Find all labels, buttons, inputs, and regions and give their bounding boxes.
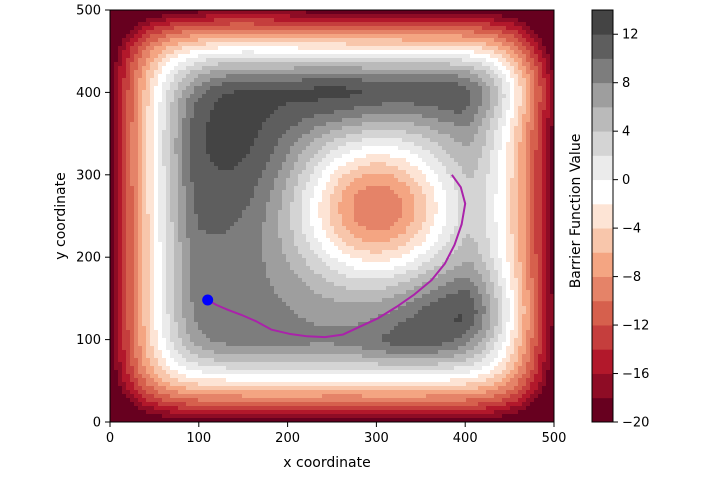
colorbar-label: Barrier Function Value [568,134,584,289]
y-tick-label: 100 [76,333,101,348]
colorbar-band [592,204,613,229]
contour-fill [110,10,555,423]
y-tick-label: 300 [76,168,101,183]
colorbar-tick-label: 0 [622,173,630,188]
colorbar-band [592,180,613,205]
colorbar-band [592,107,613,132]
x-tick-label: 0 [106,431,114,446]
colorbar-tick-label: −12 [622,319,649,334]
x-tick-label: 100 [186,431,211,446]
colorbar-tick-label: 8 [622,76,630,91]
colorbar-band [592,301,613,326]
colorbar-tick-label: −16 [622,367,649,382]
y-tick-label: 500 [76,4,101,19]
colorbar-band [592,277,613,302]
y-tick-label: 200 [76,251,101,266]
x-tick-label: 400 [453,431,478,446]
colorbar-band [592,131,613,156]
colorbar-band [592,398,613,423]
colorbar-band [592,155,613,180]
y-tick-label: 400 [76,86,101,101]
colorbar-tick-label: −20 [622,416,649,431]
colorbar-band [592,325,613,350]
colorbar-band [592,83,613,108]
colorbar-band [592,10,613,35]
x-tick-label: 500 [542,431,567,446]
colorbar-band [592,228,613,253]
x-tick-label: 300 [364,431,389,446]
colorbar-band [592,34,613,59]
colorbar-tick-label: −4 [622,222,641,237]
colorbar-band [592,58,613,83]
x-axis-label: x coordinate [283,455,370,471]
y-tick-label: 0 [93,416,101,431]
colorbar-band [592,349,613,374]
colorbar-tick-label: −8 [622,270,641,285]
x-tick-label: 200 [275,431,300,446]
start-point-marker [202,295,213,306]
colorbar-band [592,374,613,399]
colorbar-tick-label: 12 [622,28,639,43]
y-axis-label: y coordinate [53,172,69,259]
colorbar-tick-label: 4 [622,125,630,140]
colorbar-band [592,252,613,277]
